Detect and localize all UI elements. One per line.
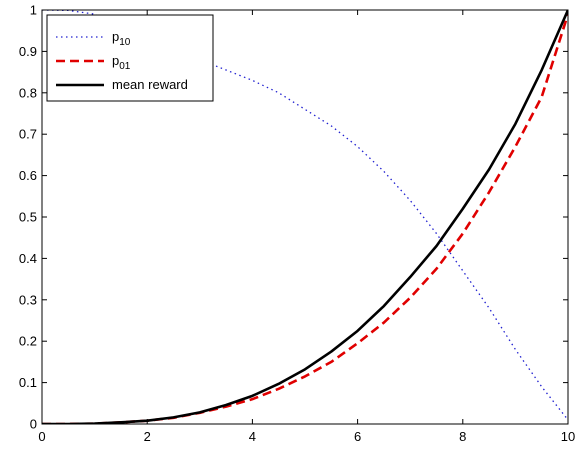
y-tick-label: 0.8 [19,85,37,100]
legend-label-mean-reward: mean reward [112,77,188,92]
y-tick-label: 0.7 [19,127,37,142]
y-tick-label: 0.3 [19,292,37,307]
x-axis: 0 2 4 6 8 10 [38,10,575,444]
legend-box [46,14,214,102]
legend-label-p-10: p10 [112,29,131,48]
y-tick-label: 0 [30,417,37,432]
y-axis: 0 0.1 0.2 0.3 0.4 0.5 0.6 0.7 0.8 0.9 1 [19,3,568,432]
x-tick-label: 2 [144,429,151,444]
x-tick-label: 4 [249,429,256,444]
series-line-mean-reward [42,10,568,424]
y-tick-label: 0.2 [19,334,37,349]
x-tick-label: 6 [354,429,361,444]
y-tick-label: 0.9 [19,44,37,59]
x-tick-label: 10 [561,429,575,444]
legend: p10 p01 mean reward [46,14,214,102]
y-tick-label: 0.5 [19,210,37,225]
y-tick-label: 0.1 [19,375,37,390]
y-tick-label: 0.6 [19,168,37,183]
x-tick-label: 0 [38,429,45,444]
y-tick-label: 1 [30,3,37,18]
legend-label-p-01: p01 [112,53,131,72]
y-tick-label: 0.4 [19,251,37,266]
x-tick-label: 8 [459,429,466,444]
